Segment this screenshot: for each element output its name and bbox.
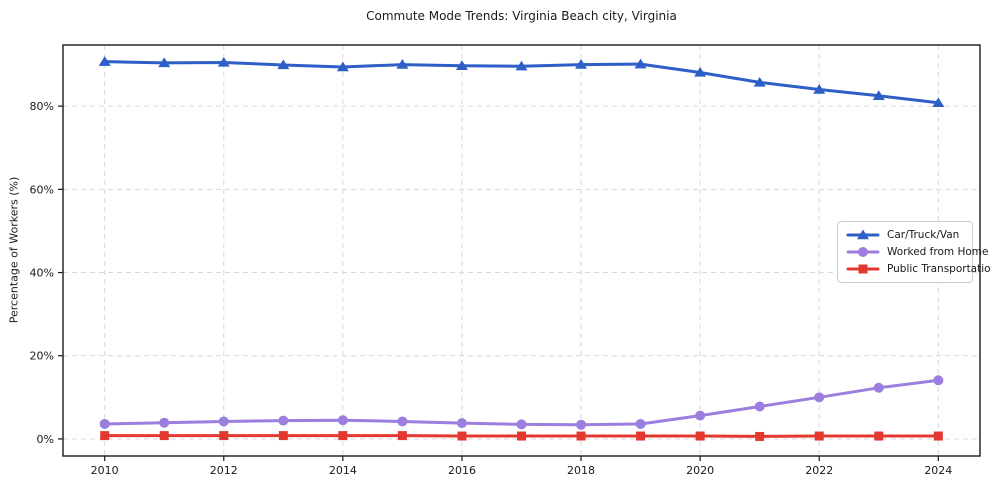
y-axis-label: Percentage of Workers (%) [7, 176, 21, 324]
data-point-public-transportation [755, 431, 765, 441]
line-marker-icon [846, 247, 880, 257]
data-point-car-truck-van [98, 56, 111, 66]
x-tick-label: 2024 [924, 464, 952, 477]
y-tick-label: 0% [37, 433, 54, 446]
data-point-worked-from-home [635, 418, 646, 429]
data-point-public-transportation [397, 431, 407, 441]
data-point-public-transportation [278, 431, 288, 441]
legend-label: Worked from Home [887, 246, 989, 258]
data-point-car-truck-van [932, 97, 945, 108]
data-point-car-truck-van [336, 61, 349, 72]
data-point-car-truck-van [158, 57, 171, 68]
y-tick-label: 80% [30, 100, 54, 113]
data-point-worked-from-home [695, 410, 706, 421]
legend-item-car-truck-van: Car/Truck/Van [846, 229, 964, 241]
data-point-car-truck-van [515, 60, 528, 71]
x-tick-label: 2012 [210, 464, 238, 477]
y-tick-label: 40% [30, 267, 54, 280]
data-point-worked-from-home [576, 419, 587, 430]
data-point-worked-from-home [933, 375, 944, 386]
x-tick-label: 2014 [329, 464, 357, 477]
data-point-worked-from-home [159, 417, 170, 428]
legend-marker [858, 264, 868, 274]
data-point-public-transportation [636, 431, 646, 441]
data-point-public-transportation [695, 431, 705, 441]
data-point-public-transportation [219, 431, 229, 441]
data-point-car-truck-van [575, 59, 588, 69]
data-point-worked-from-home [754, 401, 765, 412]
x-tick-label: 2020 [686, 464, 714, 477]
series-line-worked-from-home [103, 378, 940, 427]
legend-label: Car/Truck/Van [887, 229, 960, 241]
x-tick-label: 2022 [805, 464, 833, 477]
data-point-worked-from-home [278, 415, 289, 426]
data-point-car-truck-van [694, 66, 707, 77]
data-point-car-truck-van [217, 56, 230, 67]
legend-marker [858, 247, 868, 257]
data-point-worked-from-home [218, 416, 229, 427]
data-point-worked-from-home [516, 419, 527, 430]
data-point-public-transportation [338, 431, 348, 441]
data-point-car-truck-van [753, 76, 766, 87]
legend-item-public-transportation: Public Transportation [846, 263, 990, 275]
data-point-worked-from-home [873, 382, 884, 393]
data-point-public-transportation [576, 431, 586, 441]
line-marker-icon [846, 229, 880, 240]
data-point-worked-from-home [397, 416, 408, 427]
data-point-worked-from-home [814, 392, 825, 403]
x-tick-label: 2010 [91, 464, 119, 477]
line-marker-icon [846, 264, 880, 274]
data-point-worked-from-home [99, 418, 110, 429]
chart-title: Commute Mode Trends: Virginia Beach city… [366, 9, 677, 23]
data-point-public-transportation [517, 431, 526, 441]
data-point-car-truck-van [455, 60, 468, 70]
y-tick-label: 60% [30, 183, 54, 196]
data-point-public-transportation [933, 431, 943, 441]
data-point-car-truck-van [813, 84, 826, 94]
x-tick-label: 2016 [448, 464, 476, 477]
data-point-public-transportation [457, 431, 467, 441]
legend-marker [857, 229, 869, 240]
data-point-public-transportation [874, 431, 884, 441]
data-point-worked-from-home [456, 418, 467, 429]
data-point-car-truck-van [634, 58, 647, 69]
y-tick-label: 20% [30, 350, 54, 363]
legend: Car/Truck/Van Worked from Home Public Tr… [837, 221, 990, 283]
data-point-worked-from-home [337, 415, 348, 426]
data-point-public-transportation [100, 431, 110, 441]
data-point-public-transportation [814, 431, 824, 441]
data-point-public-transportation [159, 431, 169, 441]
data-point-car-truck-van [277, 59, 290, 70]
x-tick-label: 2018 [567, 464, 595, 477]
data-point-car-truck-van [396, 59, 409, 69]
data-point-car-truck-van [872, 90, 885, 100]
legend-label: Public Transportation [887, 263, 990, 275]
legend-item-worked-from-home: Worked from Home [846, 246, 988, 258]
plot-frame [62, 44, 981, 457]
